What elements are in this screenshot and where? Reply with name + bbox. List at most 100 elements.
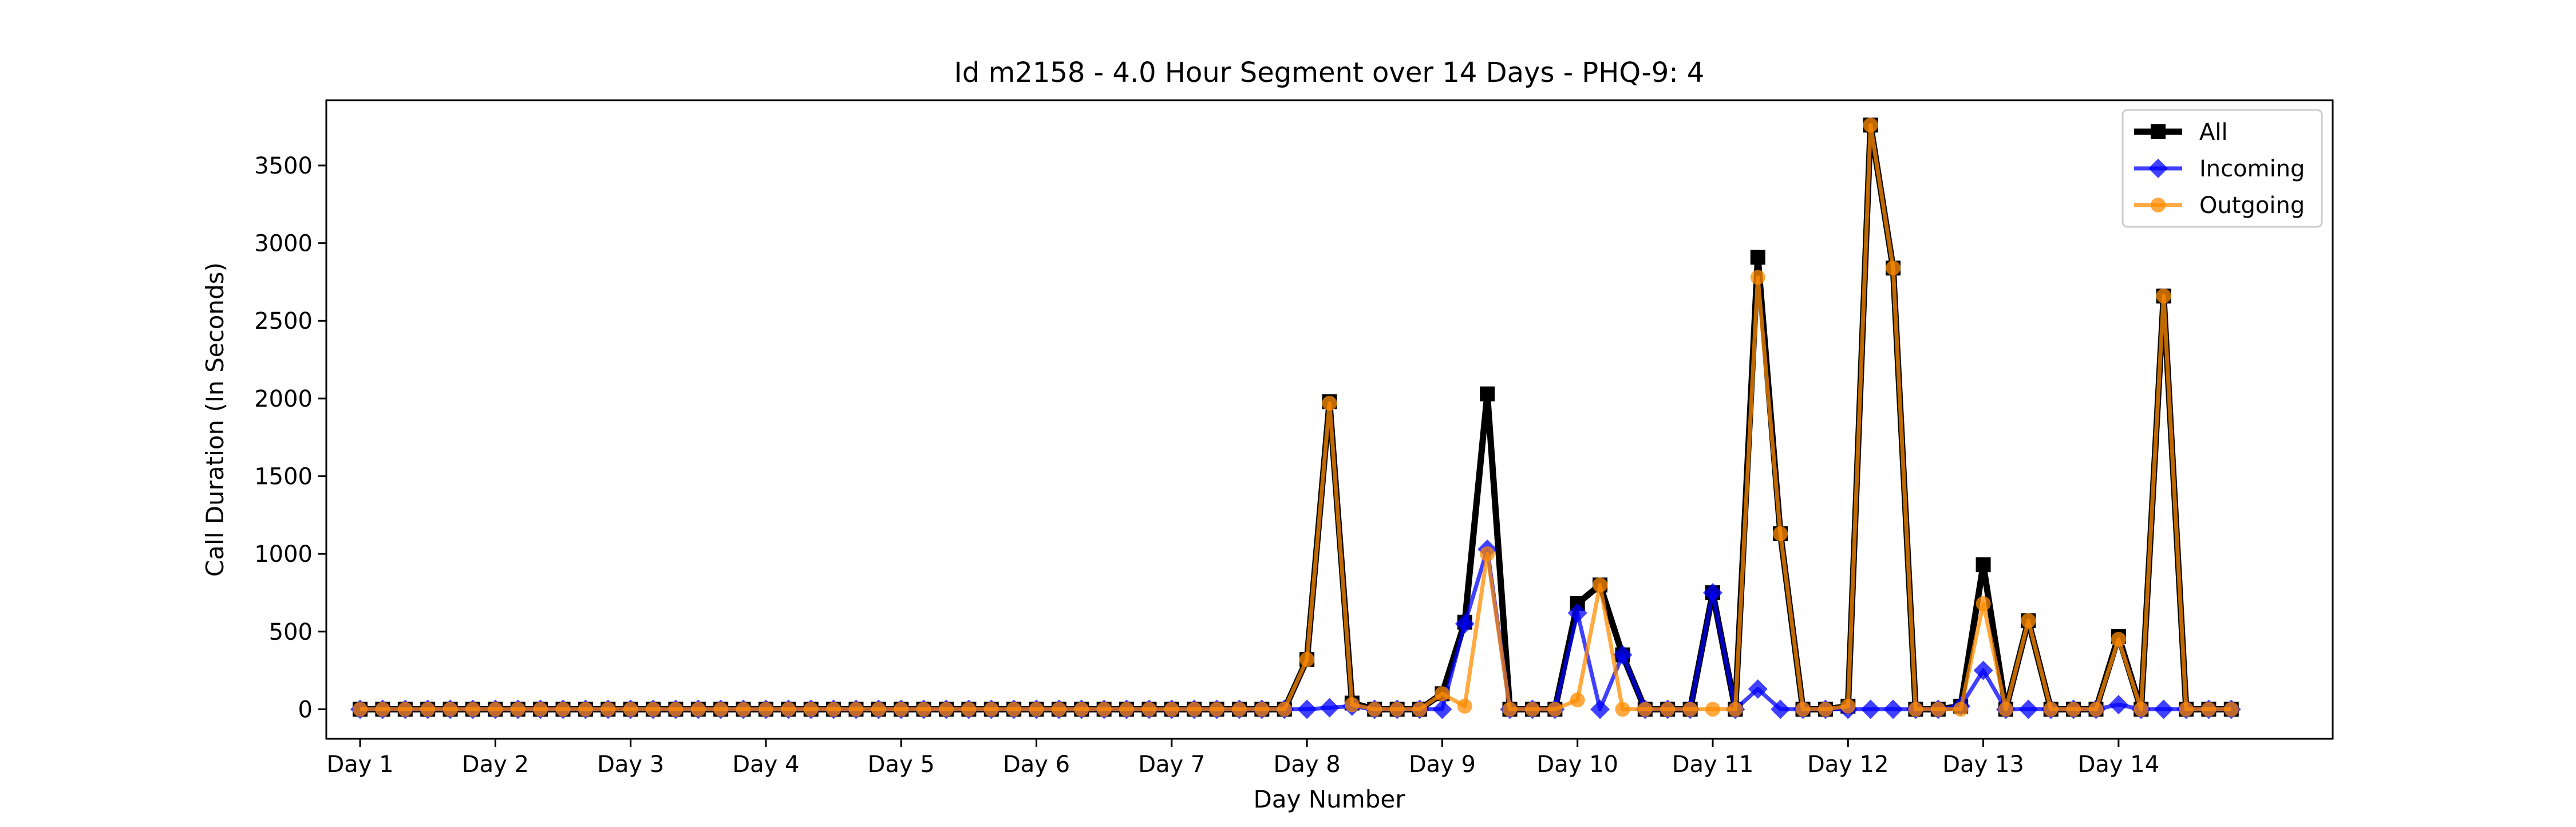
data-point bbox=[375, 702, 390, 717]
data-point bbox=[510, 702, 526, 717]
data-point bbox=[2223, 702, 2239, 717]
data-point bbox=[2088, 702, 2104, 717]
data-point bbox=[555, 702, 571, 717]
data-point bbox=[2111, 632, 2126, 647]
x-tick-label: Day 11 bbox=[1672, 751, 1754, 778]
data-point bbox=[1231, 702, 1247, 717]
series-line bbox=[360, 121, 2231, 712]
data-point bbox=[1750, 270, 1765, 285]
x-tick-label: Day 12 bbox=[1807, 751, 1889, 778]
data-point bbox=[2156, 288, 2171, 304]
data-point bbox=[1457, 699, 1472, 714]
data-point bbox=[1297, 699, 1317, 719]
data-point bbox=[1750, 250, 1765, 265]
data-point bbox=[1613, 645, 1633, 665]
data-point bbox=[1840, 699, 1856, 714]
data-point bbox=[1976, 557, 1991, 573]
data-point bbox=[1051, 702, 1066, 717]
legend-item-all: All bbox=[2134, 119, 2228, 145]
data-point bbox=[1773, 526, 1788, 541]
x-tick-label: Day 13 bbox=[1942, 751, 2024, 778]
series-outgoing bbox=[353, 117, 2239, 717]
data-point bbox=[1502, 702, 1518, 717]
y-tick-label: 1000 bbox=[254, 541, 313, 568]
data-point bbox=[1795, 702, 1811, 717]
data-point bbox=[983, 702, 999, 717]
y-tick-label: 1500 bbox=[254, 464, 313, 490]
data-point bbox=[1660, 702, 1676, 717]
data-point bbox=[826, 702, 841, 717]
x-tick-label: Day 1 bbox=[326, 751, 393, 778]
data-point bbox=[1480, 386, 1495, 401]
data-point bbox=[1728, 702, 1743, 717]
data-point bbox=[488, 702, 503, 717]
y-tick-label: 3500 bbox=[254, 153, 313, 179]
data-point bbox=[1973, 660, 1993, 680]
y-tick-label: 0 bbox=[298, 696, 313, 723]
data-point bbox=[1164, 702, 1179, 717]
data-point bbox=[1771, 699, 1791, 719]
data-point bbox=[1389, 702, 1405, 717]
x-tick-label: Day 7 bbox=[1138, 751, 1205, 778]
data-point bbox=[713, 702, 729, 717]
data-point bbox=[2043, 702, 2059, 717]
data-point bbox=[1682, 702, 1698, 717]
data-point bbox=[533, 702, 548, 717]
legend-item-incoming: Incoming bbox=[2134, 156, 2305, 182]
x-axis-label: Day Number bbox=[1253, 785, 1405, 813]
data-point bbox=[623, 702, 638, 717]
data-point bbox=[646, 702, 661, 717]
axes: Day 1 Day 2 Day 3 Day 4 Day 5 Day 6 Day 7 Day 8… bbox=[254, 99, 2334, 778]
data-point bbox=[578, 702, 593, 717]
series-incoming bbox=[350, 539, 2241, 719]
data-point bbox=[1567, 603, 1587, 623]
data-point bbox=[1480, 546, 1495, 562]
data-point bbox=[758, 702, 773, 717]
data-point bbox=[1187, 702, 1202, 717]
data-point bbox=[1096, 702, 1112, 717]
data-point bbox=[736, 702, 751, 717]
x-tick-label: Day 9 bbox=[1409, 751, 1476, 778]
x-tick-label: Day 5 bbox=[868, 751, 935, 778]
data-point bbox=[1319, 698, 1340, 718]
plot-frame bbox=[325, 99, 2334, 740]
legend-label: All bbox=[2199, 119, 2228, 145]
data-point bbox=[1702, 582, 1722, 602]
y-tick-label: 2000 bbox=[254, 386, 313, 412]
data-point bbox=[1570, 692, 1585, 708]
x-tick-label: Day 8 bbox=[1274, 751, 1341, 778]
y-axis-label: Call Duration (In Seconds) bbox=[201, 262, 229, 577]
data-point bbox=[1455, 614, 1475, 634]
data-point bbox=[2066, 702, 2081, 717]
data-point bbox=[1119, 702, 1135, 717]
legend: All Incoming Outgoing bbox=[2121, 109, 2323, 228]
data-point bbox=[1863, 117, 1878, 133]
x-tick-label: Day 10 bbox=[1536, 751, 1618, 778]
data-point bbox=[1367, 702, 1382, 717]
data-point bbox=[668, 702, 683, 717]
data-point bbox=[1860, 699, 1880, 719]
data-point bbox=[1299, 652, 1315, 667]
data-point bbox=[1908, 702, 1923, 717]
data-point bbox=[871, 702, 886, 717]
data-point bbox=[1074, 702, 1089, 717]
series-line bbox=[360, 123, 2231, 711]
data-point bbox=[1615, 702, 1630, 717]
y-tick-label: 2500 bbox=[254, 308, 313, 334]
data-point bbox=[2134, 702, 2149, 717]
data-point bbox=[1277, 702, 1292, 717]
data-point bbox=[397, 702, 413, 717]
data-point bbox=[600, 702, 616, 717]
x-tick-label: Day 3 bbox=[597, 751, 664, 778]
x-tick-label: Day 4 bbox=[732, 751, 799, 778]
data-point bbox=[1886, 260, 1901, 275]
data-point bbox=[2108, 695, 2128, 715]
y-tick-label: 3000 bbox=[254, 231, 313, 257]
series-lines bbox=[350, 117, 2241, 719]
data-point bbox=[803, 702, 819, 717]
data-point bbox=[1141, 702, 1157, 717]
data-point bbox=[894, 702, 909, 717]
data-point bbox=[916, 702, 931, 717]
